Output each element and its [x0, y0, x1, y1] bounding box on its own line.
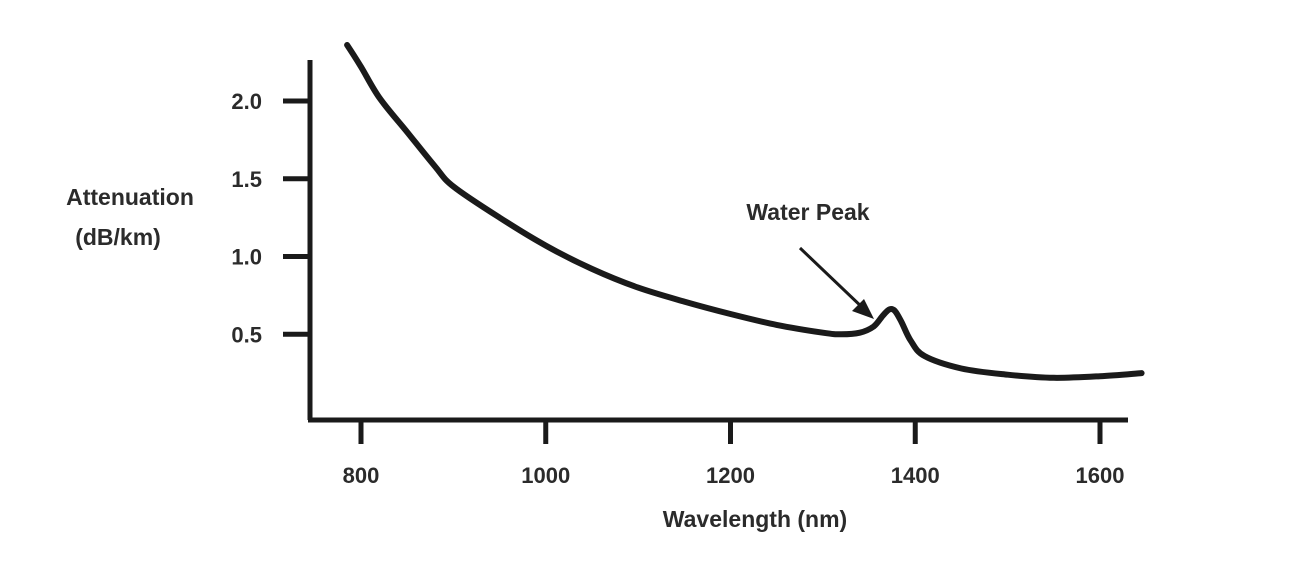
- x-tick-label: 800: [343, 463, 380, 488]
- y-tick-label: 1.5: [231, 167, 262, 192]
- y-tick-label: 0.5: [231, 322, 262, 347]
- attenuation-curve: [344, 42, 1145, 381]
- x-tick-label: 1400: [891, 463, 940, 488]
- x-tick-label: 1200: [706, 463, 755, 488]
- y-axis-title-line-1: Attenuation: [66, 184, 194, 210]
- x-tick-label: 1000: [521, 463, 570, 488]
- water-peak-arrow: [798, 246, 874, 319]
- x-tick-label: 1600: [1076, 463, 1125, 488]
- y-axis-title-line-2: (dB/km): [75, 224, 161, 250]
- water-peak-annotation: Water Peak: [746, 199, 869, 225]
- y-ticks: 0.5 1.0 1.5 2.0: [231, 89, 310, 347]
- x-axis-title: Wavelength (nm): [663, 506, 847, 532]
- y-tick-label: 2.0: [231, 89, 262, 114]
- x-ticks: 800 1000 1200 1400 1600: [343, 420, 1125, 488]
- y-tick-label: 1.0: [231, 245, 262, 270]
